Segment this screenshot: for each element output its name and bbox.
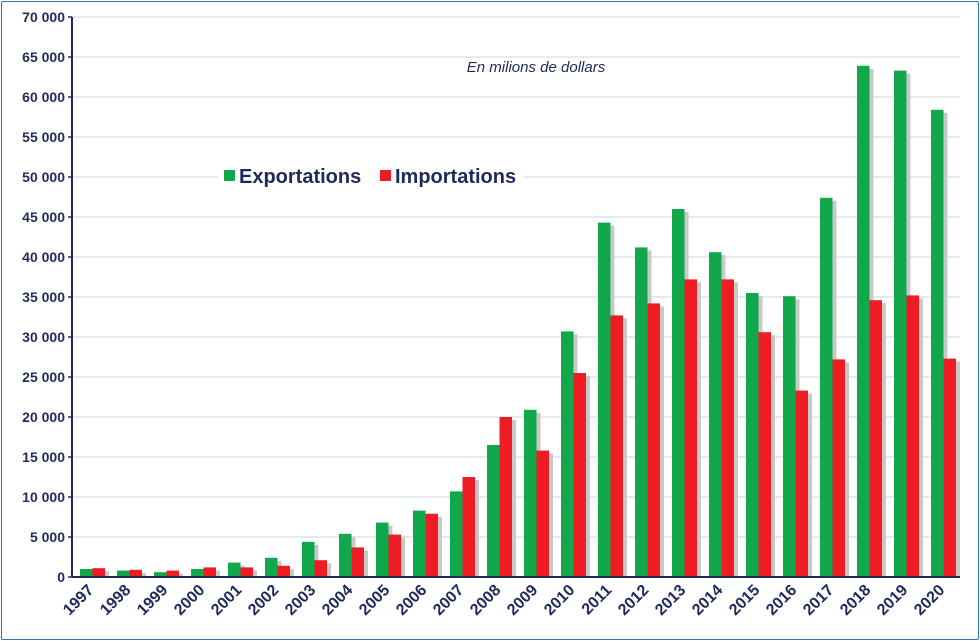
bar-exportations-2009 bbox=[524, 409, 537, 577]
y-tick-label: 15 000 bbox=[22, 449, 65, 465]
bar-importations-2007 bbox=[462, 477, 475, 577]
bar-exportations-2013 bbox=[672, 209, 685, 577]
bar-exportations-2008 bbox=[487, 445, 500, 577]
y-tick-label: 10 000 bbox=[22, 489, 65, 505]
y-tick-label: 50 000 bbox=[22, 169, 65, 185]
x-tick-label: 2003 bbox=[282, 582, 319, 619]
y-tick-label: 30 000 bbox=[22, 329, 65, 345]
bar-exportations-2011 bbox=[598, 222, 611, 577]
bar-importations-2000 bbox=[203, 567, 216, 577]
x-tick-label: 2013 bbox=[652, 582, 689, 619]
x-tick-label: 2020 bbox=[911, 582, 948, 619]
x-tick-label: 2008 bbox=[467, 582, 504, 619]
bar-importations-2003 bbox=[314, 560, 327, 577]
bar-importations-1999 bbox=[166, 570, 179, 577]
x-tick-label: 2011 bbox=[579, 582, 616, 619]
y-tick-label: 0 bbox=[57, 569, 65, 585]
y-tick-label: 35 000 bbox=[22, 289, 65, 305]
bar-exportations-2014 bbox=[709, 252, 722, 577]
x-tick-label: 1998 bbox=[97, 582, 134, 619]
x-tick-label: 2006 bbox=[393, 582, 430, 619]
y-tick-label: 45 000 bbox=[22, 209, 65, 225]
x-tick-label: 1999 bbox=[134, 582, 171, 619]
bar-exportations-2007 bbox=[450, 491, 463, 577]
x-tick-label: 2001 bbox=[208, 582, 245, 619]
x-tick-label: 2010 bbox=[541, 582, 578, 619]
bar-importations-2006 bbox=[425, 513, 438, 577]
y-tick-label: 25 000 bbox=[22, 369, 65, 385]
x-tick-label: 2015 bbox=[726, 582, 763, 619]
bar-exportations-2001 bbox=[228, 562, 241, 577]
bar-importations-1998 bbox=[129, 569, 142, 577]
legend-label-importations: Importations bbox=[395, 166, 516, 188]
y-tick-label: 20 000 bbox=[22, 409, 65, 425]
legend-swatch-importations bbox=[380, 170, 391, 181]
bar-importations-2013 bbox=[684, 279, 697, 577]
x-tick-label: 2019 bbox=[874, 582, 911, 619]
x-tick-labels: 1997 1998 1999 2000 2001 2002 2003 2004 2005 2006… bbox=[60, 582, 948, 619]
bar-exportations-2012 bbox=[635, 247, 648, 577]
legend-label-exportations: Exportations bbox=[239, 166, 361, 188]
bar-exportations-2016 bbox=[783, 296, 796, 577]
y-tick-labels: 0 5 000 10 000 15 000 20 000 25 000 30 000 35 0… bbox=[22, 9, 65, 585]
x-tick-label: 2004 bbox=[319, 582, 356, 619]
x-tick-label: 2005 bbox=[356, 582, 393, 619]
bar-importations-2001 bbox=[240, 567, 253, 577]
bar-exportations-2006 bbox=[413, 510, 426, 577]
legend: Exportations Importations bbox=[218, 164, 524, 188]
x-tick-label: 2018 bbox=[837, 582, 874, 619]
bar-importations-2014 bbox=[721, 279, 734, 577]
bar-importations-2017 bbox=[832, 359, 845, 577]
bar-exportations-2000 bbox=[191, 569, 204, 577]
bar-exportations-2019 bbox=[894, 70, 907, 577]
bar-importations-2015 bbox=[758, 332, 771, 577]
y-tick-label: 65 000 bbox=[22, 49, 65, 65]
bar-exportations-1997 bbox=[80, 569, 93, 577]
y-tick-label: 5 000 bbox=[30, 529, 65, 545]
bar-importations-2012 bbox=[647, 303, 660, 577]
y-tick-label: 40 000 bbox=[22, 249, 65, 265]
legend-swatch-exportations bbox=[224, 170, 235, 181]
y-tick-label: 60 000 bbox=[22, 89, 65, 105]
bar-importations-2008 bbox=[499, 417, 512, 577]
bar-exportations-2005 bbox=[376, 522, 389, 577]
bar-exportations-2003 bbox=[302, 541, 315, 577]
legend-background bbox=[218, 164, 524, 188]
bar-importations-2018 bbox=[869, 300, 882, 577]
y-tick-label: 55 000 bbox=[22, 129, 65, 145]
bar-exportations-1998 bbox=[117, 570, 130, 577]
bar-importations-2002 bbox=[277, 565, 290, 577]
bar-importations-2010 bbox=[573, 373, 586, 577]
bar-importations-2016 bbox=[795, 390, 808, 577]
bar-exportations-2004 bbox=[339, 533, 352, 577]
bar-importations-2011 bbox=[610, 315, 623, 577]
x-tick-label: 2012 bbox=[615, 582, 652, 619]
bar-exportations-2018 bbox=[857, 65, 870, 578]
bar-exportations-2015 bbox=[746, 293, 759, 577]
x-tick-label: 2002 bbox=[245, 582, 282, 619]
bar-importations-2020 bbox=[943, 358, 956, 577]
x-tick-label: 2009 bbox=[504, 582, 541, 619]
bar-importations-2005 bbox=[388, 534, 401, 577]
bar-importations-1997 bbox=[92, 568, 105, 577]
bar-importations-2009 bbox=[536, 450, 549, 577]
bar-exportations-2020 bbox=[931, 109, 944, 578]
bar-exportations-2017 bbox=[820, 197, 833, 578]
x-tick-label: 2007 bbox=[430, 582, 467, 619]
x-tick-label: 1997 bbox=[60, 582, 97, 619]
bar-importations-2019 bbox=[906, 295, 919, 577]
bar-importations-2004 bbox=[351, 547, 364, 577]
x-tick-label: 2014 bbox=[689, 582, 726, 619]
x-tick-label: 2016 bbox=[763, 582, 800, 619]
bar-exportations-2002 bbox=[265, 557, 278, 577]
chart-annotation: En milions de dollars bbox=[467, 59, 606, 76]
bars-layer bbox=[80, 65, 960, 578]
axes-layer bbox=[68, 16, 960, 578]
y-tick-label: 70 000 bbox=[22, 9, 65, 25]
bar-exportations-2010 bbox=[561, 331, 574, 577]
bar-exportations-1999 bbox=[154, 572, 167, 577]
x-tick-label: 2000 bbox=[171, 582, 208, 619]
x-tick-label: 2017 bbox=[800, 582, 837, 619]
